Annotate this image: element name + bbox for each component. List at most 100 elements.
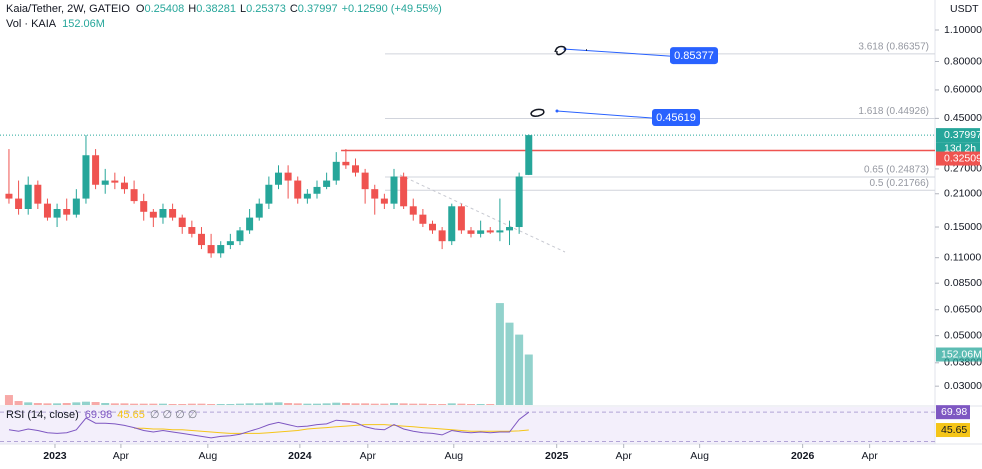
ohlc-value: 0.37997 <box>298 3 338 15</box>
rsi-ma-badge <box>936 423 970 438</box>
volume-bar <box>197 403 206 405</box>
price-badge <box>936 128 980 143</box>
change: +0.12590 <box>342 3 388 15</box>
candle-body <box>467 230 475 234</box>
rsi-badge <box>936 405 970 420</box>
volume-bar <box>139 403 148 405</box>
volume-bar <box>399 403 408 405</box>
candle-body <box>429 223 437 231</box>
x-tick-label: Apr <box>360 450 377 462</box>
candle-body <box>207 245 215 254</box>
fib-label: 1.618 (0.44926) <box>858 106 929 117</box>
volume-bar <box>505 322 514 405</box>
candle-body <box>496 230 504 233</box>
y-tick-label: 0.60000 <box>944 84 982 96</box>
price-badge-label: 0.37997 <box>944 129 982 141</box>
symbol: Kaia/Tether, 2W, GATEIO <box>6 3 130 15</box>
x-tick-label: 2023 <box>43 450 67 462</box>
x-tick-label: 2026 <box>791 450 815 462</box>
rsi-badge-label: 69.98 <box>941 406 967 418</box>
rsi-pane <box>0 407 935 444</box>
candle-body <box>111 180 119 183</box>
candle-body <box>515 176 523 228</box>
candle-body <box>274 172 282 185</box>
volume-bar <box>447 403 456 405</box>
x-tick-label: Aug <box>198 450 217 462</box>
candle-body <box>5 193 13 199</box>
volume-bar <box>351 403 360 405</box>
volume-bar <box>216 404 225 405</box>
volume-badge <box>936 347 982 362</box>
x-tick-label: Aug <box>690 450 709 462</box>
volume-bar <box>4 395 13 405</box>
rsi-ma-badge-label: 45.65 <box>941 424 967 436</box>
volume-bar <box>81 401 90 405</box>
ohlc-prefix: O <box>136 3 145 15</box>
volume-bar <box>486 404 495 405</box>
volume-bar <box>62 403 71 405</box>
callout-box <box>652 109 700 127</box>
callout-line <box>564 48 671 57</box>
volume-value: 152.06M <box>62 18 105 30</box>
candle-body <box>400 176 408 207</box>
volume-bar <box>226 404 235 405</box>
candle-body <box>24 184 32 209</box>
volume-bar <box>409 403 418 405</box>
callout-label: 0.45619 <box>656 112 696 124</box>
y-tick-label: 1.10000 <box>944 24 982 36</box>
candle-body <box>130 189 138 202</box>
candle-body <box>140 201 148 212</box>
candle-body <box>197 233 205 246</box>
volume-bar <box>293 403 302 405</box>
callout-anchor <box>555 109 559 113</box>
ohlc-value: 0.25408 <box>144 3 184 15</box>
volume-bar <box>158 403 167 405</box>
volume-bar <box>264 402 273 405</box>
resistance-badge <box>936 151 980 166</box>
candle-body <box>284 172 292 181</box>
volume-bar <box>149 403 158 405</box>
candle-body <box>34 184 42 204</box>
y-tick-label: 0.11000 <box>944 251 981 263</box>
candle-body <box>457 206 465 231</box>
volume-bar <box>341 403 350 405</box>
volume-bar <box>245 403 254 405</box>
volume-bar <box>120 403 129 405</box>
y-tick-label: 0.80000 <box>944 55 982 67</box>
fib-label: 0.5 (0.21766) <box>870 178 930 189</box>
volume-bar <box>303 403 312 405</box>
x-tick-label: 2024 <box>288 450 312 462</box>
candle-body <box>255 203 263 218</box>
candle-body <box>159 208 167 218</box>
y-tick-label: 0.45000 <box>944 112 982 124</box>
volume-bar <box>274 402 283 405</box>
volume-bar <box>53 403 62 405</box>
candle-body <box>43 203 51 218</box>
callout-line <box>556 110 653 119</box>
fib-label: 3.618 (0.86357) <box>858 42 929 53</box>
ohlc-prefix: L <box>240 3 246 15</box>
x-tick-label: 2025 <box>545 450 569 462</box>
candle-body <box>525 135 533 175</box>
y-tick-label: 0.03000 <box>944 380 982 392</box>
rsi-value: 69.98 <box>85 409 113 421</box>
y-tick-label: 0.06500 <box>944 304 982 316</box>
volume-bar <box>284 403 293 405</box>
candle-body <box>236 230 244 242</box>
volume-bar <box>428 404 437 405</box>
volume-bar <box>33 403 42 405</box>
volume-bar <box>168 404 177 405</box>
volume-bar <box>322 403 331 405</box>
volume-bar <box>515 334 524 405</box>
x-tick-label: Apr <box>113 450 130 462</box>
candle-body <box>72 198 80 215</box>
volume-bar <box>312 403 321 405</box>
volume-bar <box>130 403 139 405</box>
currency: USDT <box>950 3 979 15</box>
volume-bar <box>178 404 187 405</box>
countdown: 13d 2h <box>944 142 976 154</box>
candle-body <box>380 198 388 204</box>
volume-badge-label: 152.06M <box>941 348 982 360</box>
volume-bar <box>43 403 52 405</box>
